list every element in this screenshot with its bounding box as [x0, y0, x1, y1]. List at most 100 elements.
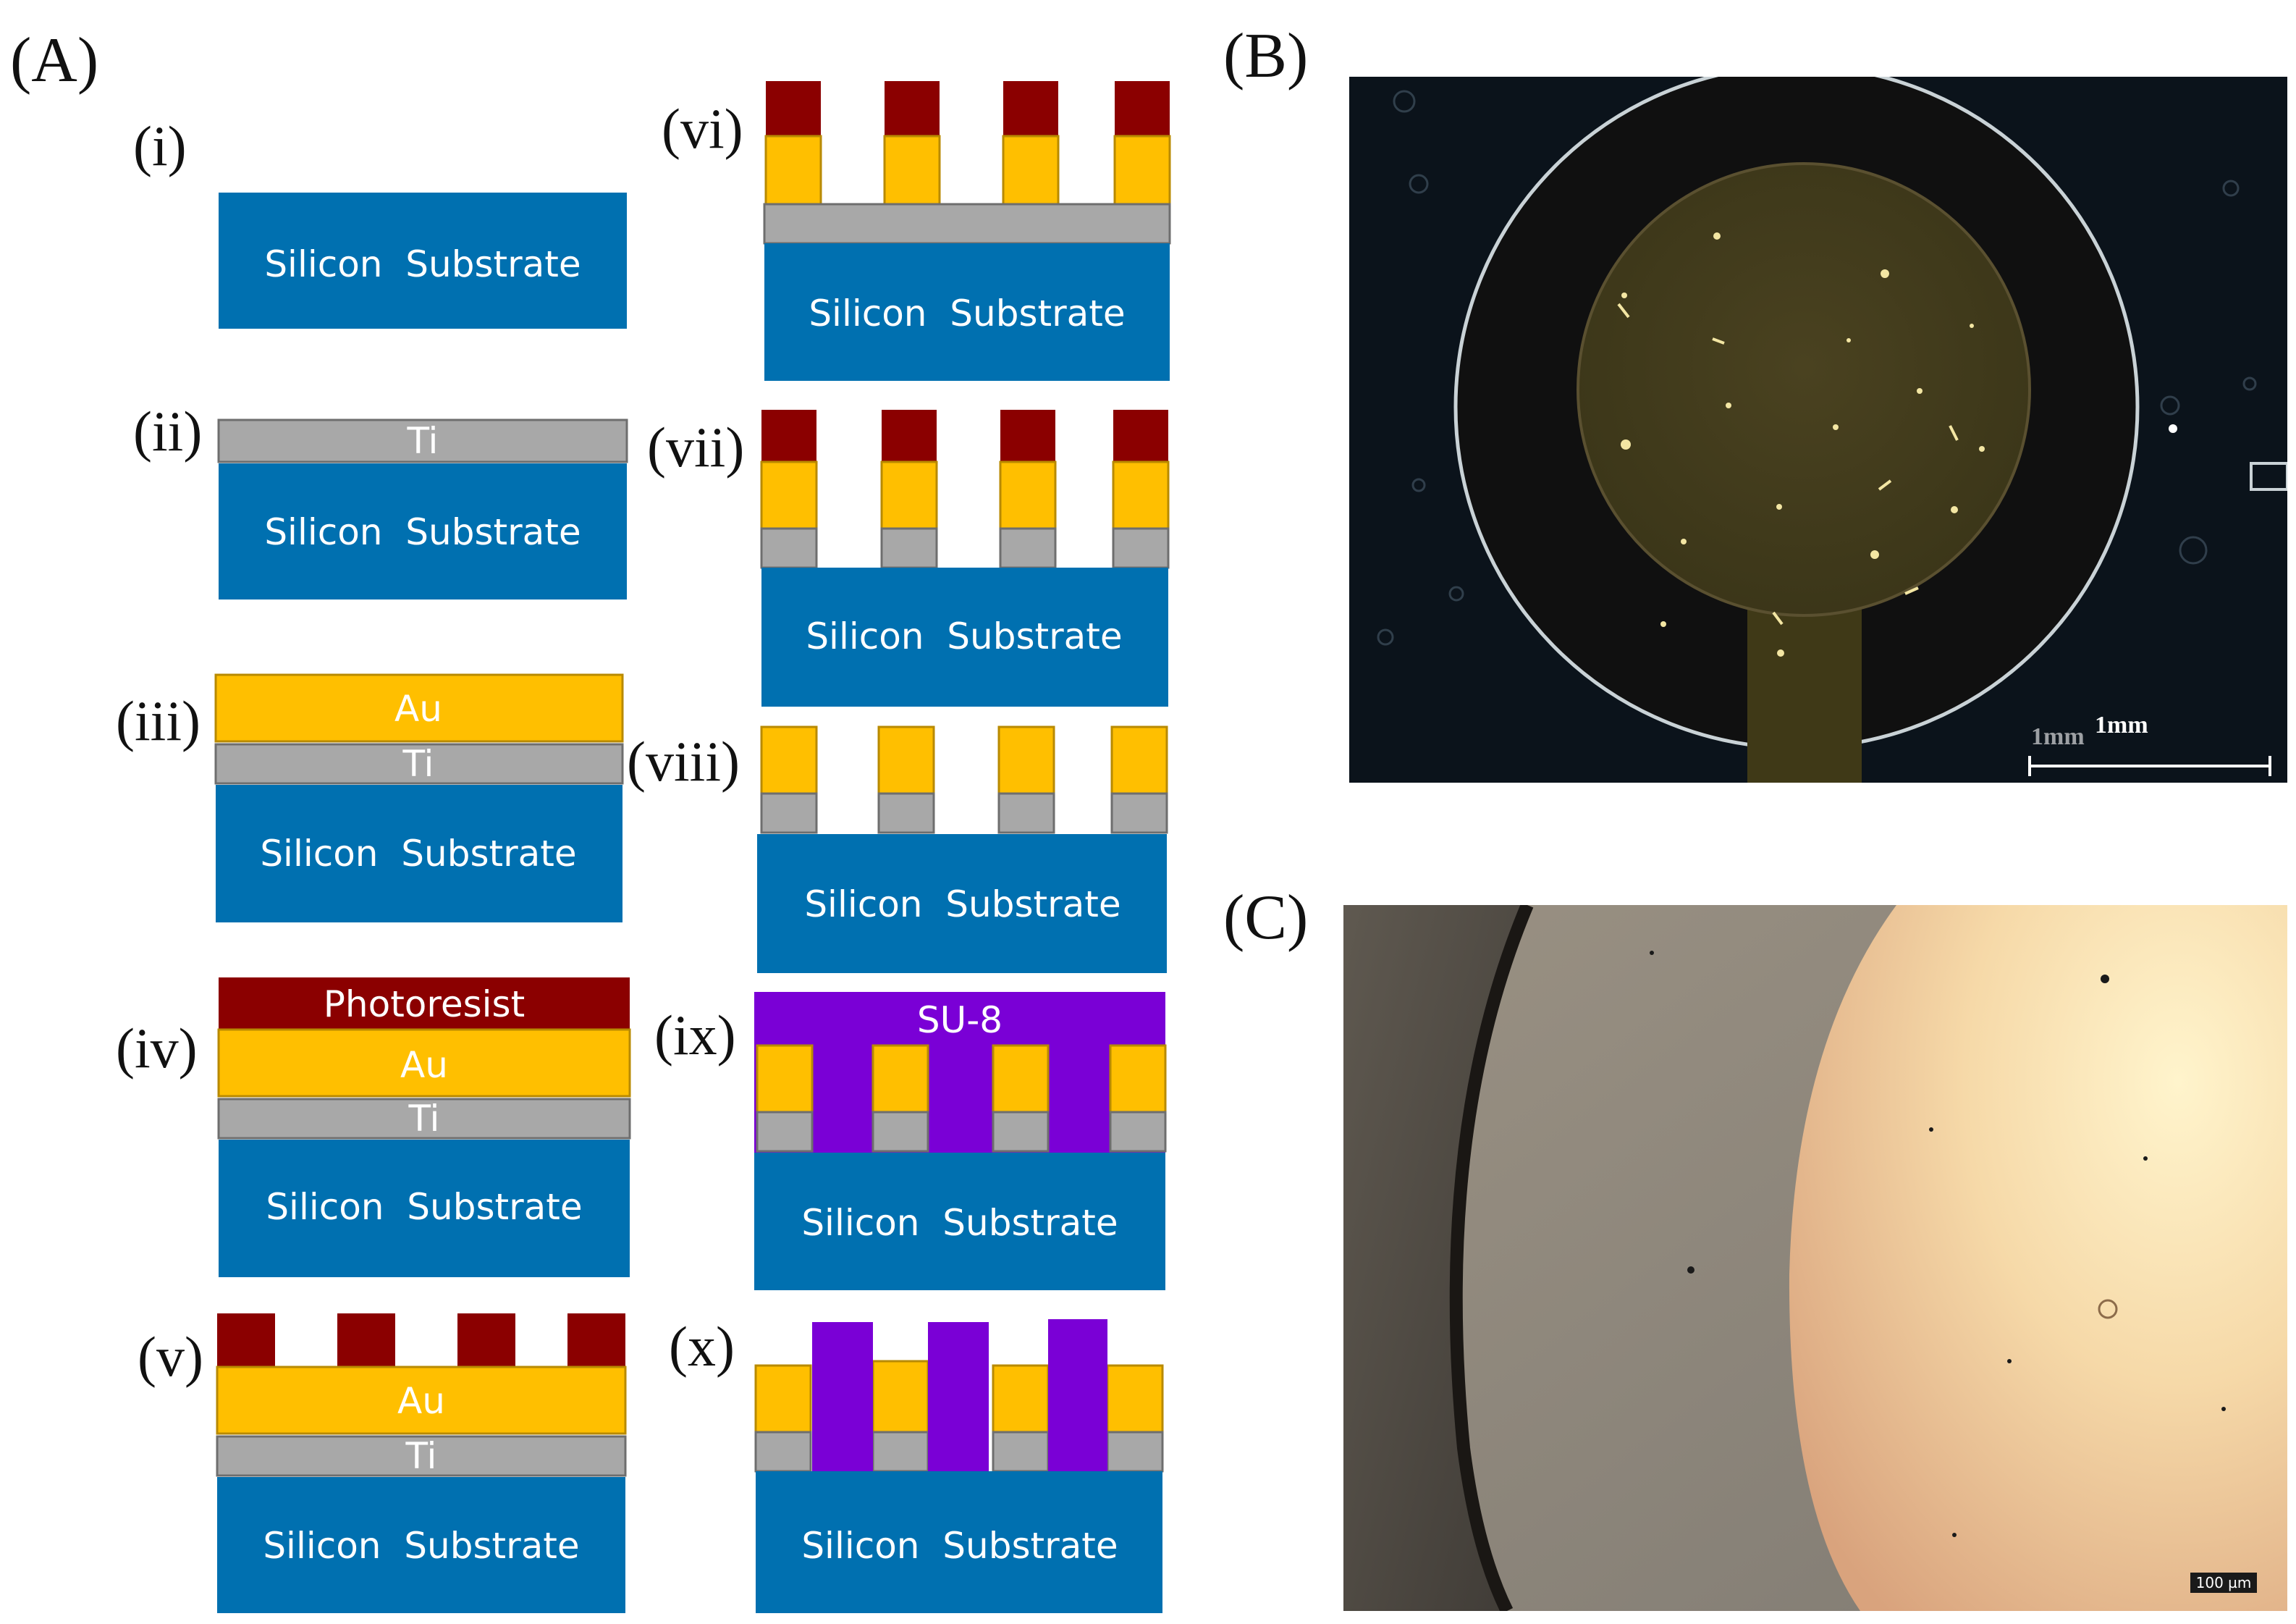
micrograph-c: 100 µm [1343, 905, 2287, 1611]
silicon-substrate [754, 1153, 1165, 1290]
step-ix: (ix) SU-8 Silicon Substrate [654, 992, 1167, 1290]
step-iv: (iv) Photoresist Au Ti Silicon Substrate [116, 977, 631, 1277]
pillar [1106, 1364, 1164, 1473]
ti-layer [217, 1098, 631, 1140]
ti-label: Ti [407, 420, 439, 462]
step-label-iv: (iv) [116, 1017, 198, 1080]
pillar [1113, 81, 1171, 206]
step-label-ii: (ii) [133, 400, 202, 463]
step-ii: (ii) Ti Silicon Substrate [133, 400, 628, 599]
ti-layer [217, 418, 628, 463]
left-region [1343, 905, 1527, 1611]
pillar [997, 725, 1055, 834]
step-vi: (vi) Silicon Substrate [662, 81, 1171, 381]
pillar [1109, 1044, 1167, 1153]
ti-label: Ti [402, 743, 434, 785]
pillar [760, 410, 818, 569]
step-label-i: (i) [133, 114, 187, 177]
au-layer [217, 1028, 631, 1098]
su8-layer [754, 992, 1165, 1153]
su8-label: SU-8 [917, 999, 1003, 1041]
step-label-vii: (vii) [647, 416, 744, 479]
gold-pad [1577, 162, 2031, 617]
pillar [992, 1364, 1050, 1473]
pillar [871, 1360, 929, 1473]
pillar [883, 81, 941, 206]
step-vii: (vii) Silicon Substrate [647, 410, 1170, 707]
step-viii: (viii) Silicon Substrate [627, 725, 1168, 973]
pillar [999, 410, 1057, 569]
photoresist-label: Photoresist [324, 983, 525, 1025]
substrate-label: Silicon Substrate [266, 1186, 582, 1228]
panel-label-b: (B) [1223, 21, 1308, 91]
photoresist-block [217, 1313, 275, 1367]
panel-label-a: (A) [10, 25, 98, 96]
pillar [1110, 725, 1168, 834]
micrograph-b: 1mm 1mm [1349, 77, 2287, 783]
silicon-substrate [216, 785, 622, 922]
silicon-substrate [219, 463, 627, 599]
ring-edge [1449, 905, 1534, 1611]
step-label-v: (v) [138, 1325, 203, 1388]
silicon-substrate [756, 1471, 1162, 1613]
ti-label: Ti [405, 1435, 437, 1477]
pillar [754, 1364, 812, 1473]
pillar [871, 1044, 929, 1153]
pillar [1112, 410, 1170, 569]
au-label: Au [400, 1044, 448, 1086]
au-layer [216, 1366, 627, 1435]
step-label-viii: (viii) [627, 730, 740, 793]
photoresist-block [337, 1313, 395, 1367]
silicon-substrate [219, 193, 627, 329]
pillar [992, 1044, 1050, 1153]
scale-label: 1mm [2095, 712, 2148, 739]
silicon-substrate [764, 243, 1170, 381]
pillar [1002, 81, 1060, 206]
au-label: Au [397, 1380, 445, 1422]
photoresist-block [567, 1313, 625, 1367]
pillar [760, 725, 818, 834]
pillar [880, 410, 938, 569]
scale-label: 100 µm [2196, 1574, 2252, 1591]
pillar [764, 81, 822, 206]
step-x: (x) Silicon Substrate [669, 1315, 1164, 1613]
substrate-label: Silicon Substrate [801, 1202, 1118, 1244]
silicon-substrate [219, 1140, 630, 1277]
substrate-label: Silicon Substrate [809, 293, 1125, 335]
au-label: Au [394, 688, 442, 730]
bright-pad [1789, 905, 2287, 1611]
step-label-x: (x) [669, 1315, 735, 1378]
photoresist-layer [219, 977, 630, 1030]
pillar [877, 725, 935, 834]
scale-bar: 100 µm [2190, 1573, 2257, 1593]
step-label-vi: (vi) [662, 97, 743, 160]
substrate-label: Silicon Substrate [264, 243, 581, 285]
substrate-label: Silicon Substrate [806, 615, 1122, 657]
step-label-ix: (ix) [654, 1004, 736, 1066]
step-v: (v) Au Ti Silicon Substrate [138, 1313, 627, 1613]
substrate-label: Silicon Substrate [804, 883, 1120, 925]
step-iii: (iii) Au Ti Silicon Substrate [116, 673, 624, 922]
step-label-iii: (iii) [116, 689, 201, 752]
lead-trace [1747, 594, 1862, 783]
silicon-substrate [217, 1477, 625, 1613]
su8-post [928, 1322, 989, 1471]
ti-layer [763, 203, 1171, 245]
substrate-label: Silicon Substrate [260, 833, 576, 875]
scale-label-faint: 1mm [2031, 723, 2085, 750]
au-layer [214, 673, 624, 743]
panel-label-c: (C) [1223, 883, 1308, 953]
silicon-substrate [761, 568, 1168, 707]
photoresist-block [457, 1313, 515, 1367]
su8-post [1048, 1319, 1107, 1471]
substrate-label: Silicon Substrate [264, 511, 581, 553]
silicon-substrate [757, 834, 1167, 973]
step-i: (i) Silicon Substrate [133, 114, 627, 329]
substrate-label: Silicon Substrate [263, 1525, 579, 1567]
substrate-label: Silicon Substrate [801, 1525, 1118, 1567]
scale-bar [2028, 756, 2271, 776]
ti-label: Ti [408, 1098, 440, 1140]
ti-layer [216, 1435, 627, 1477]
ti-layer [214, 743, 624, 785]
